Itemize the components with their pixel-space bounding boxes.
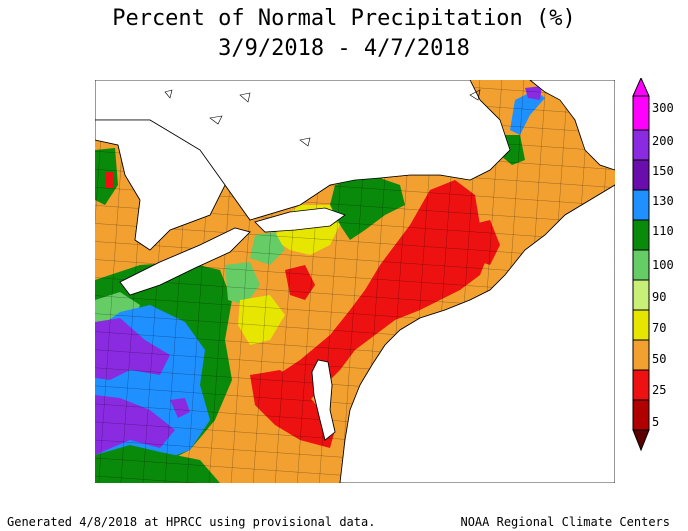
footer-credit: NOAA Regional Climate Centers (460, 515, 670, 529)
legend-label-100: 100 (652, 258, 674, 272)
legend-swatch-70 (632, 309, 650, 341)
legend-label-200: 200 (652, 134, 674, 148)
legend-swatch-90 (632, 279, 650, 311)
legend-label-50: 50 (652, 352, 667, 366)
legend-label-90: 90 (652, 290, 667, 304)
lake-erie-top (119, 227, 251, 296)
legend-colorbar (632, 78, 650, 452)
map-area (95, 80, 615, 483)
footer-generated-note: Generated 4/8/2018 at HPRCC using provis… (7, 515, 376, 529)
legend-label-25: 25 (652, 383, 667, 397)
legend-label-110: 110 (652, 224, 674, 238)
legend-bottom-arrow (632, 429, 650, 452)
legend-swatch-300 (632, 95, 650, 131)
legend-label-300: 300 (652, 101, 674, 115)
legend-label-70: 70 (652, 321, 667, 335)
canada-islands (164, 89, 481, 147)
atlantic-ocean-top (339, 184, 615, 483)
legend-swatch-130 (632, 189, 650, 221)
legend-label-150: 150 (652, 164, 674, 178)
map-title-line1: Percent of Normal Precipitation (%) (112, 6, 576, 31)
chesapeake-top (311, 359, 336, 441)
legend-swatch-5 (632, 399, 650, 431)
legend-swatch-100 (632, 249, 650, 281)
legend-swatch-110 (632, 219, 650, 251)
canada-east-top (529, 80, 615, 171)
legend-swatch-50 (632, 339, 650, 371)
legend-swatch-150 (632, 159, 650, 191)
legend-label-130: 130 (652, 194, 674, 208)
legend-label-5: 5 (652, 415, 660, 429)
lake-huron-top (95, 119, 226, 251)
lake-ontario-top (254, 207, 346, 233)
legend-top-arrow (632, 78, 650, 97)
map-title-line2: 3/9/2018 - 4/7/2018 (218, 36, 470, 61)
legend-swatch-200 (632, 129, 650, 161)
legend-swatch-25 (632, 369, 650, 401)
